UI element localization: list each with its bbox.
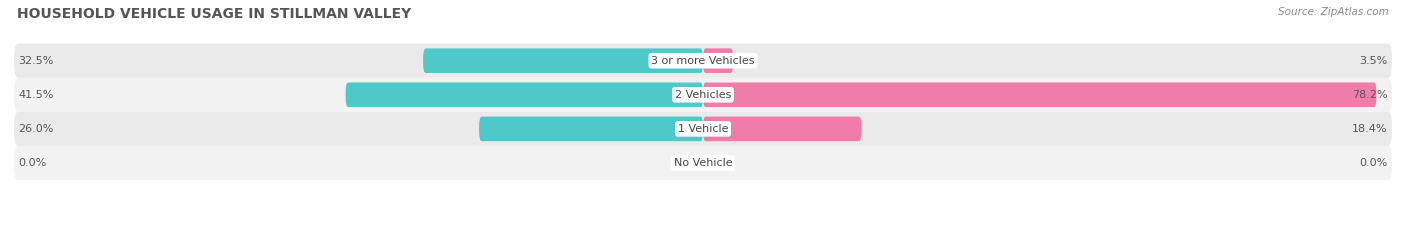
Text: 0.0%: 0.0% [18,158,46,168]
Text: 18.4%: 18.4% [1353,124,1388,134]
Text: 78.2%: 78.2% [1353,90,1388,100]
FancyBboxPatch shape [423,48,703,73]
Text: 0.0%: 0.0% [1360,158,1388,168]
Text: 41.5%: 41.5% [18,90,53,100]
Text: 3 or more Vehicles: 3 or more Vehicles [651,56,755,66]
Bar [703,156,706,170]
Text: 32.5%: 32.5% [18,56,53,66]
Text: 1 Vehicle: 1 Vehicle [678,124,728,134]
Text: 26.0%: 26.0% [18,124,53,134]
FancyBboxPatch shape [14,146,1392,180]
Text: 2 Vehicles: 2 Vehicles [675,90,731,100]
FancyBboxPatch shape [479,116,703,141]
FancyBboxPatch shape [14,112,1392,146]
FancyBboxPatch shape [346,82,703,107]
Bar [700,156,703,170]
FancyBboxPatch shape [703,82,1376,107]
FancyBboxPatch shape [703,116,862,141]
Text: Source: ZipAtlas.com: Source: ZipAtlas.com [1278,7,1389,17]
FancyBboxPatch shape [14,78,1392,112]
FancyBboxPatch shape [14,44,1392,78]
Text: 3.5%: 3.5% [1360,56,1388,66]
Text: HOUSEHOLD VEHICLE USAGE IN STILLMAN VALLEY: HOUSEHOLD VEHICLE USAGE IN STILLMAN VALL… [17,7,411,21]
FancyBboxPatch shape [703,48,733,73]
Text: No Vehicle: No Vehicle [673,158,733,168]
